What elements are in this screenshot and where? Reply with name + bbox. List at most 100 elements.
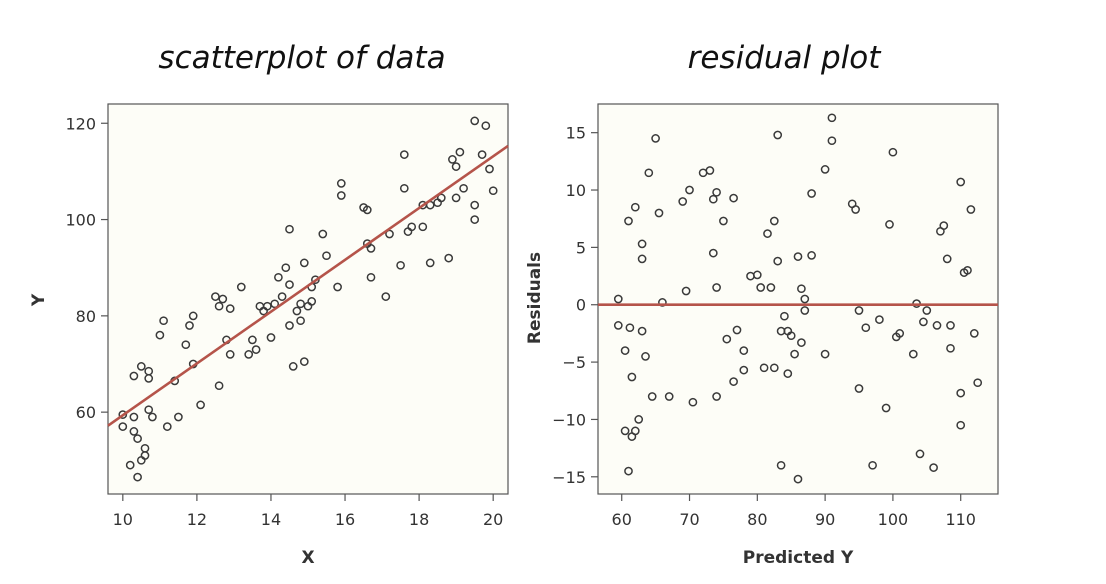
data-point xyxy=(277,292,287,301)
data-point xyxy=(763,229,772,238)
x-axis-label: Predicted Y xyxy=(743,548,854,568)
data-point xyxy=(311,275,320,285)
chart-title: residual plot xyxy=(688,40,883,76)
data-point xyxy=(963,265,972,275)
y-axis-label: Y xyxy=(29,293,49,307)
data-point xyxy=(281,263,291,273)
data-point xyxy=(625,323,635,333)
data-point xyxy=(929,463,938,472)
data-point xyxy=(708,248,718,258)
y-tick-label: 60 xyxy=(76,403,96,422)
y-axis-ticks: −15 −10 −5 0 5 10 15 xyxy=(552,124,598,487)
data-point xyxy=(262,301,272,311)
data-point xyxy=(381,292,391,301)
data-point xyxy=(477,150,487,159)
x-axis-ticks: 10 12 14 16 18 20 xyxy=(113,494,503,529)
y-tick-label: 120 xyxy=(65,114,96,133)
data-point xyxy=(681,286,691,296)
x-tick-label: 18 xyxy=(409,510,429,529)
data-point xyxy=(966,205,976,214)
data-point xyxy=(739,346,749,355)
data-point xyxy=(448,155,457,164)
data-point xyxy=(915,449,925,459)
y-tick-label: 5 xyxy=(576,238,586,257)
data-point xyxy=(946,343,955,353)
data-point xyxy=(729,193,738,203)
data-point xyxy=(637,239,647,249)
data-point xyxy=(366,272,376,282)
fit-line-group xyxy=(107,144,509,427)
data-point xyxy=(214,301,224,311)
data-point xyxy=(756,283,766,292)
data-point xyxy=(118,422,128,431)
data-point xyxy=(807,251,816,260)
data-point xyxy=(800,294,810,304)
data-point xyxy=(118,410,128,419)
data-point xyxy=(322,251,331,261)
data-point xyxy=(385,229,394,239)
data-point xyxy=(630,426,640,436)
data-point xyxy=(136,362,146,371)
data-point xyxy=(620,346,630,355)
regression-line xyxy=(107,144,509,427)
data-point xyxy=(776,460,786,470)
data-point xyxy=(719,216,728,226)
data-point xyxy=(285,280,294,289)
data-point xyxy=(613,294,623,304)
data-point xyxy=(783,369,793,378)
data-point xyxy=(174,412,183,422)
data-point xyxy=(296,316,305,326)
data-point xyxy=(769,216,779,226)
data-point xyxy=(712,283,721,292)
data-point xyxy=(932,321,942,330)
data-point xyxy=(956,388,966,398)
data-point xyxy=(851,205,860,214)
data-point xyxy=(773,130,783,140)
data-point xyxy=(634,415,644,424)
data-point xyxy=(875,315,884,324)
data-point xyxy=(888,147,898,157)
data-point xyxy=(307,297,317,306)
x-tick-label: 16 xyxy=(335,510,355,529)
data-point xyxy=(881,403,891,413)
data-point xyxy=(470,116,480,126)
data-point xyxy=(451,162,461,171)
data-point xyxy=(624,466,633,476)
data-point xyxy=(285,224,294,234)
data-point xyxy=(942,254,952,264)
x-tick-label: 20 xyxy=(483,510,503,529)
data-point xyxy=(922,306,932,315)
data-point xyxy=(641,352,650,361)
data-point xyxy=(292,306,302,316)
data-point xyxy=(144,366,154,376)
y-tick-label: −15 xyxy=(552,468,586,487)
residual-panel: residual plot 60 70 80 90 100 110 −15 −10 −5 0 5 1… xyxy=(525,40,999,568)
data-point xyxy=(399,150,409,159)
x-tick-label: 10 xyxy=(113,510,133,529)
data-point xyxy=(162,422,172,431)
x-tick-label: 70 xyxy=(679,510,699,529)
data-point xyxy=(236,282,246,292)
data-point xyxy=(455,147,465,157)
data-point xyxy=(251,345,261,354)
data-point xyxy=(956,420,966,430)
data-point xyxy=(148,412,157,422)
data-point xyxy=(654,208,664,218)
y-axis-label: Residuals xyxy=(525,252,545,344)
data-point xyxy=(793,252,803,261)
data-point xyxy=(133,472,142,482)
data-point xyxy=(769,363,779,373)
data-point xyxy=(129,427,139,436)
data-point xyxy=(274,272,283,282)
data-point xyxy=(712,392,721,401)
data-point xyxy=(266,333,276,342)
data-point xyxy=(759,363,769,373)
plot-area xyxy=(597,103,999,495)
data-point xyxy=(854,384,864,393)
x-tick-label: 110 xyxy=(945,510,976,529)
data-point xyxy=(485,164,494,174)
data-point xyxy=(678,197,688,206)
data-point xyxy=(488,186,498,196)
plot-area xyxy=(107,103,509,495)
data-point xyxy=(786,331,796,341)
